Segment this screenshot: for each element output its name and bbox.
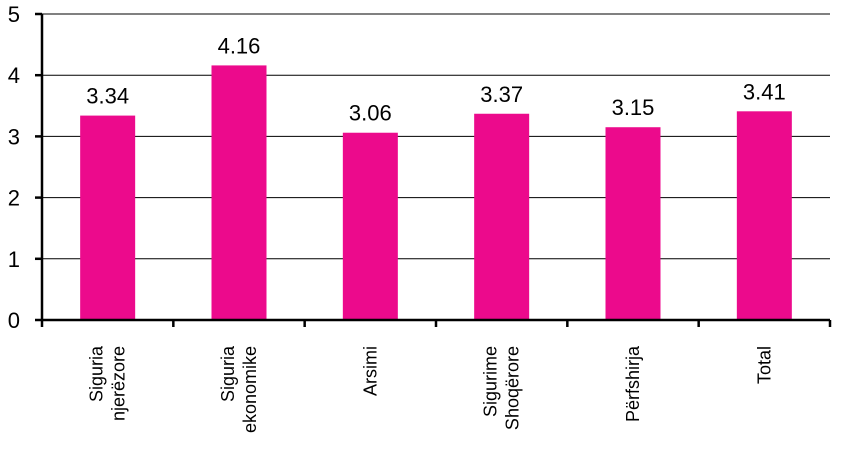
bar-1 [211, 65, 267, 321]
data-label-1: 4.16 [218, 33, 261, 58]
y-tick-label-1: 1 [8, 247, 20, 272]
data-label-0: 3.34 [86, 84, 129, 109]
bar-2 [342, 132, 398, 320]
category-label-1-line-1: ekonomike [240, 346, 260, 433]
category-label-2: Arsimi [360, 346, 380, 396]
data-labels: 3.34 4.16 3.06 3.37 3.15 3.41 [86, 33, 785, 125]
gridlines [42, 13, 830, 260]
data-label-3: 3.37 [480, 82, 523, 107]
bar-0 [80, 115, 136, 320]
category-labels: Siguria njerëzore Siguria ekonomike Arsimi Si… [87, 345, 775, 433]
bar-4 [605, 127, 661, 320]
category-label-4-line-0: Përfshirja [623, 345, 643, 422]
y-tick-label-2: 2 [8, 186, 20, 211]
category-label-0-line-0: Siguria [87, 345, 107, 402]
category-label-3-line-0: Sigurime [481, 346, 501, 417]
category-label-5-line-0: Total [754, 346, 774, 384]
category-label-0: Siguria njerëzore [87, 345, 129, 421]
data-label-4: 3.15 [612, 95, 655, 120]
category-label-4: Përfshirja [623, 345, 643, 422]
bar-3 [474, 113, 530, 320]
y-tick-label-4: 4 [8, 63, 20, 88]
category-label-3-line-1: Shoqërore [503, 346, 523, 430]
category-label-2-line-0: Arsimi [360, 346, 380, 396]
category-label-1-line-0: Siguria [218, 345, 238, 402]
y-tick-label-3: 3 [8, 124, 20, 149]
category-label-1: Siguria ekonomike [218, 345, 260, 433]
axes [35, 12, 832, 327]
category-label-5: Total [754, 346, 774, 384]
data-label-2: 3.06 [349, 101, 392, 126]
y-tick-labels: 0 1 2 3 4 5 [8, 2, 20, 333]
y-tick-label-0: 0 [8, 308, 20, 333]
bar-5 [736, 111, 792, 320]
bars [80, 65, 792, 321]
category-label-3: Sigurime Shoqërore [481, 346, 523, 430]
data-label-5: 3.41 [743, 79, 786, 104]
category-label-0-line-1: njerëzore [109, 346, 129, 421]
y-tick-label-5: 5 [8, 2, 20, 27]
